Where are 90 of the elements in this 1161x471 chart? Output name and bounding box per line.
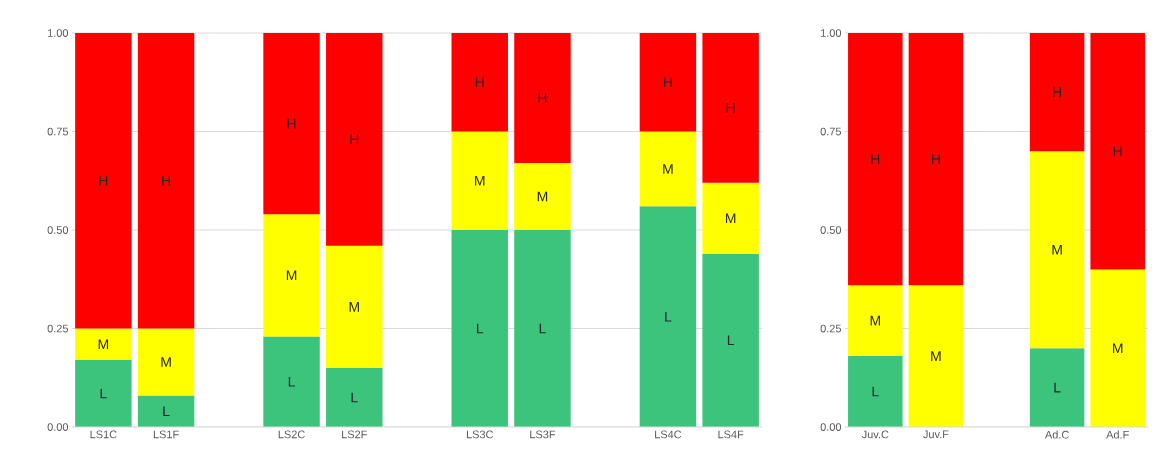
bar bbox=[639, 206, 697, 427]
text: L bbox=[351, 392, 358, 403]
text: M bbox=[725, 213, 736, 223]
text: M bbox=[475, 175, 485, 186]
bar bbox=[326, 367, 383, 427]
text: M bbox=[286, 270, 297, 281]
bar bbox=[1029, 151, 1085, 349]
text: H bbox=[932, 154, 940, 164]
bar bbox=[1029, 33, 1085, 152]
series-label: M bbox=[931, 351, 941, 361]
bar bbox=[848, 356, 903, 427]
text: M bbox=[349, 302, 359, 312]
series-label: H bbox=[1113, 146, 1122, 156]
text: L bbox=[539, 323, 546, 334]
y-tick-label: 1.00 bbox=[47, 29, 69, 37]
bar bbox=[263, 214, 320, 337]
y-tick-label: 0.75 bbox=[47, 127, 69, 136]
bar bbox=[75, 33, 132, 329]
bar bbox=[326, 33, 383, 246]
bar bbox=[263, 336, 320, 427]
text: M bbox=[1052, 244, 1062, 255]
text: L bbox=[288, 376, 295, 387]
bar bbox=[908, 33, 964, 286]
y-tick-label: 0.75 bbox=[820, 127, 842, 136]
bar bbox=[137, 33, 195, 329]
bar bbox=[702, 253, 759, 427]
bar bbox=[639, 33, 697, 132]
bar bbox=[451, 230, 508, 427]
x-tick-label: LS2F bbox=[342, 430, 367, 439]
y-tick-label: 0.00 bbox=[820, 423, 842, 431]
text: L bbox=[1054, 382, 1061, 393]
bar bbox=[908, 285, 964, 427]
bar bbox=[702, 33, 759, 183]
bar bbox=[326, 245, 383, 368]
text: L bbox=[727, 335, 735, 346]
text: H bbox=[726, 103, 735, 113]
bar bbox=[75, 360, 132, 427]
y-tick-label: 0.25 bbox=[820, 324, 842, 333]
x-tick-label: LS1F bbox=[153, 430, 179, 439]
y-tick-label: 0.50 bbox=[820, 226, 842, 234]
y-tick-label: 1.00 bbox=[820, 29, 842, 37]
text: M bbox=[1113, 343, 1123, 353]
text: L bbox=[476, 323, 484, 334]
bar bbox=[702, 182, 759, 254]
bar bbox=[639, 131, 697, 207]
bar bbox=[75, 328, 132, 361]
bar bbox=[1090, 33, 1145, 270]
series-label: L bbox=[163, 406, 170, 417]
x-tick-label: LS3F bbox=[530, 430, 556, 439]
bar bbox=[848, 33, 903, 286]
text: M bbox=[161, 357, 171, 367]
y-tick-label: 0.00 bbox=[47, 423, 69, 431]
bar bbox=[1029, 348, 1085, 427]
bar bbox=[848, 285, 903, 357]
text: L bbox=[665, 311, 672, 322]
text: L bbox=[100, 388, 107, 399]
text: M bbox=[870, 315, 880, 326]
bar bbox=[514, 33, 571, 164]
text: H bbox=[350, 134, 359, 145]
series-label: H bbox=[664, 77, 672, 88]
text: H bbox=[162, 175, 170, 186]
x-tick-label: Ad.F bbox=[1106, 430, 1129, 439]
bar bbox=[137, 328, 195, 396]
x-tick-label: Juv.F bbox=[923, 430, 949, 439]
series-label: M bbox=[98, 339, 109, 350]
x-tick-label: LS4F bbox=[718, 430, 744, 439]
x-tick-label: Ad.C bbox=[1044, 430, 1069, 439]
x-tick-label: LS4C bbox=[655, 430, 682, 439]
text: M bbox=[663, 164, 673, 174]
text: H bbox=[538, 93, 547, 103]
text: H bbox=[287, 118, 296, 129]
x-tick-label: LS3C bbox=[466, 430, 494, 439]
series-label: L bbox=[872, 386, 879, 397]
x-tick-label: LS1C bbox=[90, 430, 117, 439]
bar bbox=[514, 163, 571, 230]
text: H bbox=[99, 175, 108, 186]
bar bbox=[514, 230, 571, 427]
x-tick-label: LS2C bbox=[278, 430, 305, 439]
bar bbox=[1090, 269, 1145, 427]
y-tick-label: 0.50 bbox=[47, 226, 69, 234]
text: H bbox=[871, 154, 880, 164]
text: H bbox=[475, 77, 484, 88]
bar bbox=[137, 395, 195, 427]
bar bbox=[263, 33, 320, 215]
y-tick-label: 0.25 bbox=[47, 324, 69, 333]
text: H bbox=[1053, 87, 1062, 97]
text: M bbox=[537, 191, 548, 202]
x-tick-label: Juv.C bbox=[861, 430, 889, 439]
bar bbox=[451, 33, 508, 132]
bar bbox=[451, 131, 508, 230]
